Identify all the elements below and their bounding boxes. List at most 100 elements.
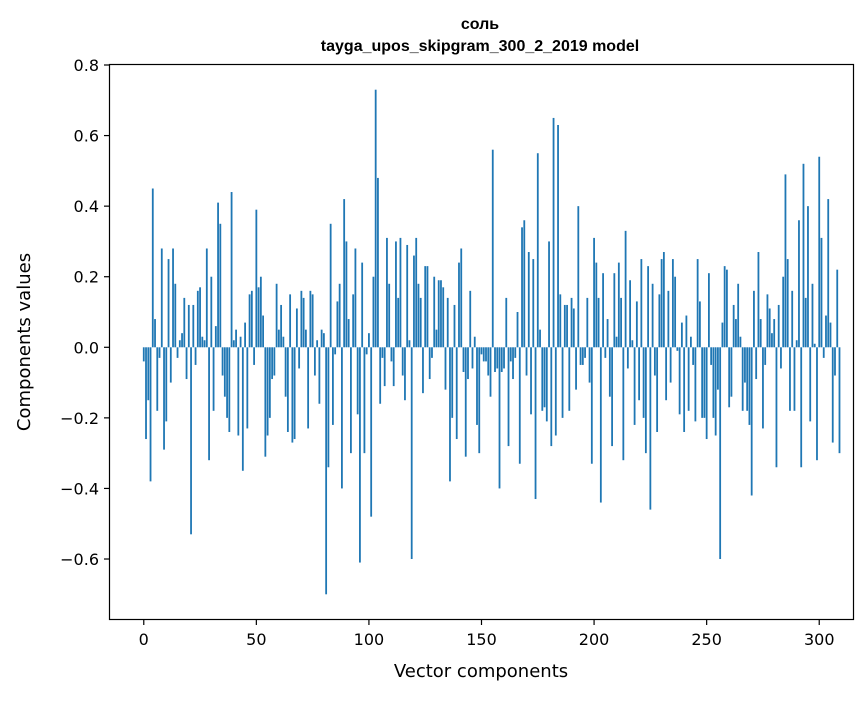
chart-subtitle: tayga_upos_skipgram_300_2_2019 model <box>321 38 639 55</box>
bar-241 <box>685 315 688 348</box>
y-tick-label: −0.2 <box>60 409 99 428</box>
bar-63 <box>284 347 287 397</box>
bar-75 <box>311 294 314 348</box>
bar-14 <box>174 283 177 348</box>
bar-229 <box>658 294 661 348</box>
bar-234 <box>669 347 672 383</box>
bar-302 <box>822 347 825 358</box>
bar-204 <box>602 273 604 348</box>
bar-275 <box>762 347 764 429</box>
bar-188 <box>566 304 568 348</box>
bar-72 <box>304 329 307 348</box>
bar-119 <box>410 347 413 560</box>
bar-256 <box>719 347 722 560</box>
y-axis-label: Components values <box>14 253 35 431</box>
bar-305 <box>829 322 832 348</box>
bar-130 <box>435 329 438 348</box>
x-tick-label: 200 <box>579 630 610 649</box>
bar-145 <box>469 290 472 348</box>
x-tick-label: 250 <box>691 630 722 649</box>
bar-61 <box>280 304 283 348</box>
bar-274 <box>759 319 762 348</box>
bar-110 <box>390 347 393 362</box>
bar-43 <box>239 336 242 348</box>
bar-124 <box>422 347 424 394</box>
bar-76 <box>313 347 316 376</box>
bar-150 <box>480 347 483 355</box>
bar-292 <box>800 347 803 468</box>
bar-210 <box>615 336 618 348</box>
bar-96 <box>359 347 361 563</box>
bar-296 <box>809 347 812 422</box>
bar-251 <box>708 273 710 348</box>
bar-247 <box>699 301 701 348</box>
bar-33 <box>217 202 219 348</box>
bar-306 <box>831 347 834 443</box>
bar-128 <box>431 347 433 358</box>
bar-148 <box>476 347 478 425</box>
bar-186 <box>561 347 564 418</box>
bar-170 <box>525 347 528 376</box>
bar-116 <box>404 347 406 401</box>
bar-149 <box>478 347 481 454</box>
bar-27 <box>203 340 206 348</box>
bar-276 <box>764 347 767 365</box>
bar-15 <box>176 347 179 358</box>
bar-25 <box>199 287 201 348</box>
bar-232 <box>665 347 668 401</box>
bar-111 <box>392 347 395 387</box>
bar-86 <box>336 301 339 348</box>
bar-94 <box>354 248 357 348</box>
bar-187 <box>563 304 566 348</box>
bar-289 <box>793 347 796 411</box>
bar-78 <box>318 347 321 404</box>
bar-269 <box>748 347 751 425</box>
bar-298 <box>813 343 816 348</box>
bar-11 <box>167 259 170 348</box>
bar-121 <box>415 237 418 348</box>
bar-91 <box>347 319 350 348</box>
bar-5 <box>154 319 156 348</box>
bar-264 <box>737 283 740 348</box>
bar-69 <box>298 347 301 369</box>
x-tick-label: 0 <box>139 630 149 649</box>
bar-279 <box>771 333 773 348</box>
bar-42 <box>237 347 240 436</box>
bar-182 <box>552 117 555 348</box>
bar-255 <box>717 347 719 390</box>
bar-12 <box>169 347 172 383</box>
bar-291 <box>798 220 800 348</box>
bar-59 <box>275 283 278 348</box>
bar-245 <box>694 347 697 422</box>
bar-132 <box>440 280 442 348</box>
bar-66 <box>291 347 294 443</box>
bar-81 <box>325 347 328 595</box>
bar-131 <box>437 280 440 348</box>
bar-212 <box>620 297 622 348</box>
bar-185 <box>559 294 562 348</box>
bar-209 <box>613 273 616 348</box>
bar-147 <box>473 336 476 348</box>
bar-214 <box>624 230 627 348</box>
bar-273 <box>757 252 760 348</box>
bar-174 <box>534 347 537 500</box>
bar-95 <box>356 347 359 415</box>
bar-41 <box>235 329 237 348</box>
bar-60 <box>277 329 280 348</box>
y-tick-label: 0.4 <box>74 197 99 216</box>
bar-286 <box>786 259 789 348</box>
bar-35 <box>221 347 224 376</box>
bar-159 <box>500 347 503 372</box>
bar-196 <box>584 347 586 358</box>
bar-9 <box>163 347 165 450</box>
bar-108 <box>386 237 388 348</box>
bar-205 <box>604 347 607 358</box>
bar-191 <box>572 308 575 348</box>
bar-300 <box>818 156 821 348</box>
bar-280 <box>773 319 776 348</box>
bar-252 <box>710 347 713 365</box>
bar-284 <box>782 276 785 348</box>
bar-153 <box>487 347 490 376</box>
